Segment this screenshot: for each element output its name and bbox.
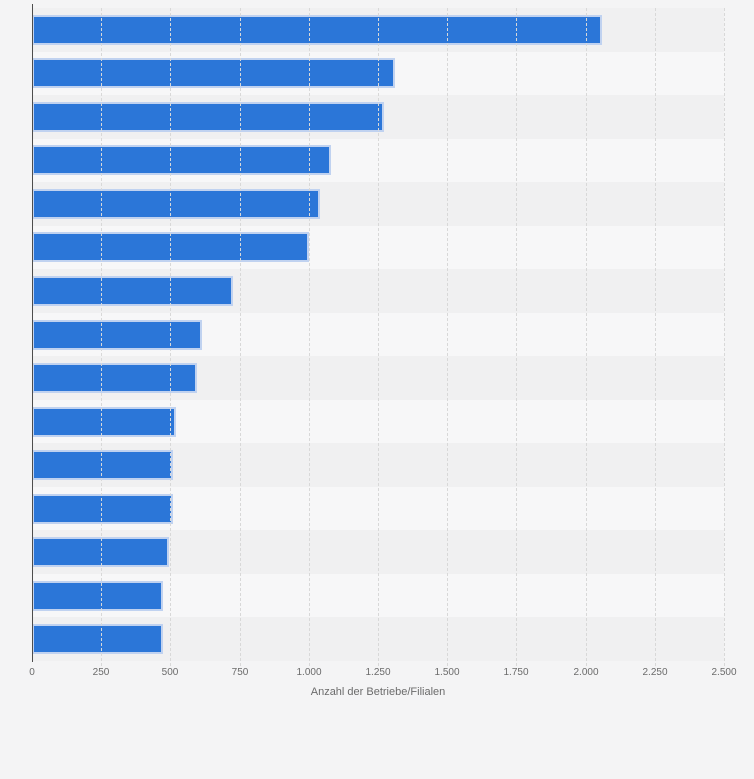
bar[interactable] [32,101,384,132]
bar[interactable] [32,624,163,655]
gridline [724,8,725,666]
bar[interactable] [32,537,169,568]
x-tick-label: 250 [92,667,110,678]
bar[interactable] [32,493,173,524]
x-tick-label: 0 [29,667,35,678]
x-tick-label: 500 [161,667,179,678]
x-tick-label: 2.500 [711,667,737,678]
bar[interactable] [32,188,320,219]
gridline [655,8,656,666]
x-tick-label: 750 [231,667,249,678]
bar[interactable] [32,14,602,45]
x-tick-label: 1.250 [365,667,391,678]
x-tick-label: 1.750 [503,667,529,678]
gridline [586,8,587,666]
bar[interactable] [32,319,202,350]
x-tick-label: 2.000 [573,667,599,678]
bar[interactable] [32,145,331,176]
y-axis-line [32,4,33,662]
x-tick-label: 2.250 [642,667,668,678]
gridline [240,8,241,666]
gridline [516,8,517,666]
gridline [170,8,171,666]
gridline [309,8,310,666]
x-tick-label: 1.000 [296,667,322,678]
bar[interactable] [32,363,197,394]
gridline [101,8,102,666]
gridline [378,8,379,666]
gridline [447,8,448,666]
x-tick-label: 1.500 [434,667,460,678]
bar[interactable] [32,406,176,437]
bar[interactable] [32,58,395,89]
x-axis-title: Anzahl der Betriebe/Filialen [310,686,446,698]
bar[interactable] [32,580,163,611]
bar[interactable] [32,450,173,481]
bar[interactable] [32,275,233,306]
